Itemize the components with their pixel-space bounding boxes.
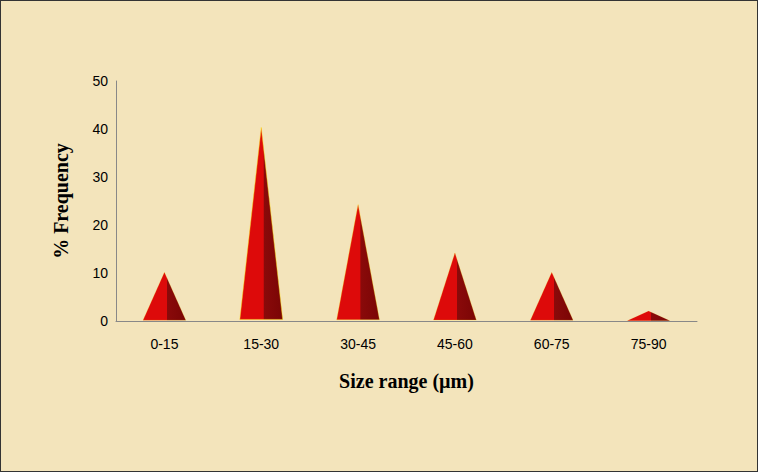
svg-text:% Frequency: % Frequency <box>50 143 73 259</box>
svg-text:15-30: 15-30 <box>243 336 279 352</box>
svg-text:75-90: 75-90 <box>631 336 667 352</box>
svg-text:50: 50 <box>92 73 108 89</box>
svg-text:60-75: 60-75 <box>534 336 570 352</box>
svg-text:30-45: 30-45 <box>340 336 376 352</box>
svg-text:0: 0 <box>100 313 108 329</box>
svg-text:30: 30 <box>92 169 108 185</box>
svg-text:20: 20 <box>92 217 108 233</box>
svg-text:10: 10 <box>92 265 108 281</box>
svg-text:45-60: 45-60 <box>437 336 473 352</box>
svg-text:40: 40 <box>92 121 108 137</box>
svg-text:0-15: 0-15 <box>150 336 178 352</box>
svg-text:Size range (µm): Size range (µm) <box>339 370 474 393</box>
